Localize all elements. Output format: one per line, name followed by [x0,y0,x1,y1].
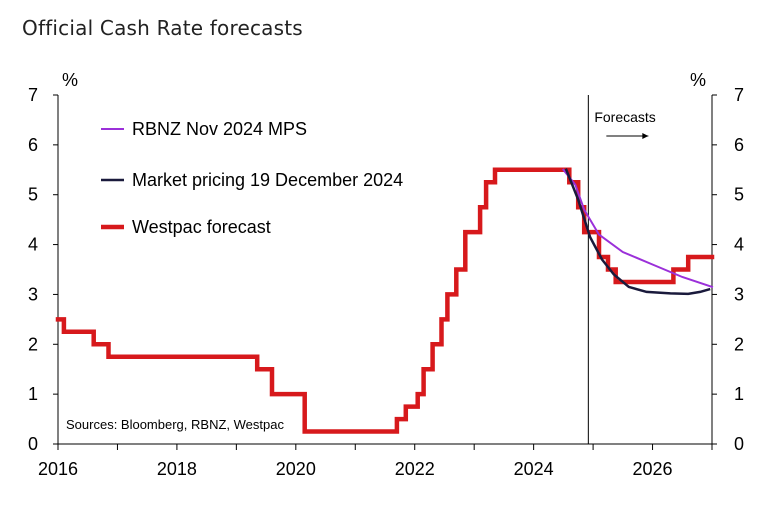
y-tick-label-left: 0 [28,434,38,454]
y-tick-label-left: 7 [28,85,38,105]
y-tick-label-left: 3 [28,284,38,304]
y-tick-label-right: 5 [734,185,744,205]
y-tick-label-right: 4 [734,235,744,255]
legend-label-2: Market pricing 19 December 2024 [132,170,403,190]
y-tick-label-right: 1 [734,384,744,404]
chart-title: Official Cash Rate forecasts [22,16,303,40]
y-tick-label-right: 0 [734,434,744,454]
x-tick-label: 2016 [38,459,78,479]
forecast-arrow-head [642,133,649,139]
series-line-2 [564,168,711,296]
y-tick-label-left: 5 [28,185,38,205]
y-tick-label-left: 1 [28,384,38,404]
series-line-1 [561,168,714,289]
y-tick-label-right: 6 [734,135,744,155]
y-tick-label-right: 7 [734,85,744,105]
legend-label-1: RBNZ Nov 2024 MPS [132,119,307,139]
x-tick-label: 2026 [633,459,673,479]
x-tick-label: 2020 [276,459,316,479]
x-tick-label: 2024 [514,459,554,479]
legend-label-3: Westpac forecast [132,217,271,237]
y-tick-label-left: 2 [28,334,38,354]
y-tick-label-left: 6 [28,135,38,155]
x-tick-label: 2022 [395,459,435,479]
forecast-label: Forecasts [594,109,655,125]
y-tick-label-right: 2 [734,334,744,354]
y-tick-label-left: 4 [28,235,38,255]
series-line-3 [55,167,715,434]
y-unit-left: % [62,70,78,90]
x-tick-label: 2018 [157,459,197,479]
source-note: Sources: Bloomberg, RBNZ, Westpac [66,417,284,432]
y-unit-right: % [690,70,706,90]
y-tick-label-right: 3 [734,284,744,304]
